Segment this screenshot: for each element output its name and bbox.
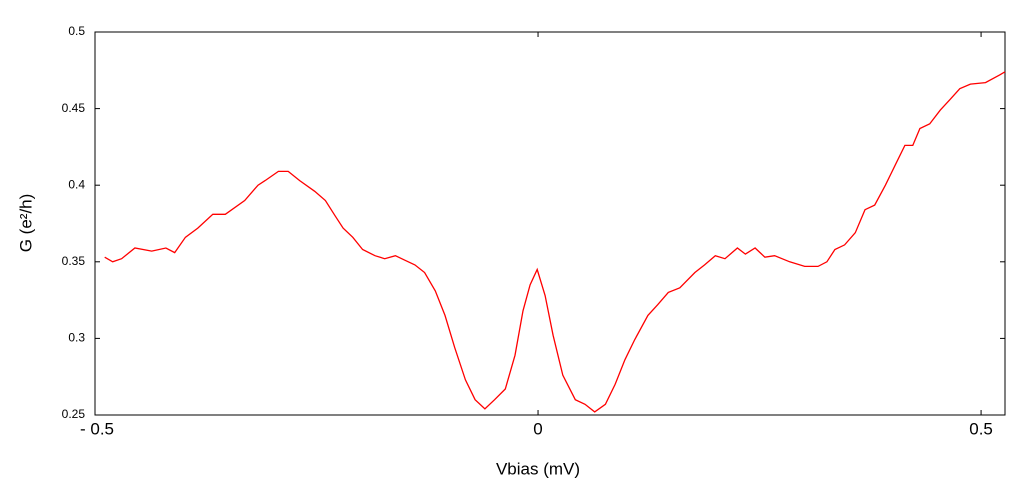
y-tick-label: 0.4 [68,177,85,191]
y-tick-label: 0.3 [68,331,85,345]
x-tick-label: 0.5 [969,419,993,438]
x-tick-label: - 0.5 [80,419,114,438]
x-axis-label: Vbias (mV) [496,459,580,478]
y-tick-label: 0.45 [62,101,86,115]
y-tick-label: 0.35 [62,254,86,268]
data-line [104,71,1006,413]
y-axis-label: G (e²/h) [16,194,35,253]
x-tick-label: 0 [533,419,542,438]
y-tick-label: 0.25 [62,407,86,421]
plot-frame [94,31,1006,416]
y-tick-label: 0.5 [68,24,85,38]
